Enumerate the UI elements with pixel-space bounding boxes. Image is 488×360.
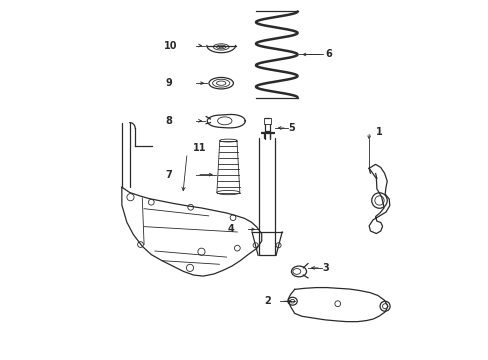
Text: 7: 7 <box>165 170 172 180</box>
Text: 5: 5 <box>288 123 295 133</box>
Text: 6: 6 <box>325 49 331 59</box>
Text: 11: 11 <box>192 143 205 153</box>
Text: 2: 2 <box>264 296 270 306</box>
Text: 9: 9 <box>165 78 172 88</box>
Text: 3: 3 <box>322 263 329 273</box>
Text: 1: 1 <box>376 127 382 136</box>
Bar <box>263 118 270 125</box>
Text: 8: 8 <box>165 116 172 126</box>
Text: 10: 10 <box>163 41 177 50</box>
Text: 4: 4 <box>227 224 234 234</box>
